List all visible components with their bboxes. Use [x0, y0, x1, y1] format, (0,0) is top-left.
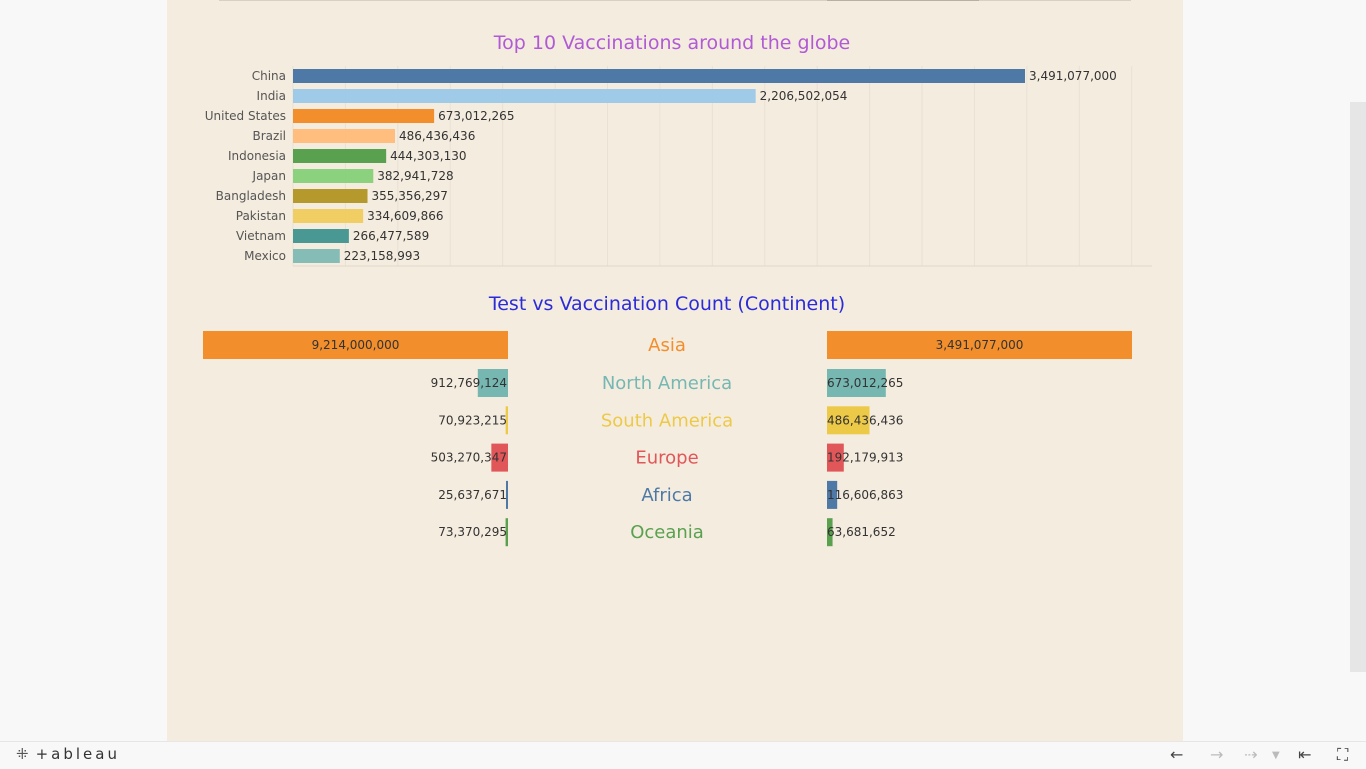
category-label: China	[252, 69, 286, 83]
bar-vaccinations	[827, 518, 833, 547]
bar	[293, 109, 435, 123]
bar-vaccinations	[827, 331, 1132, 359]
bar-vaccinations	[827, 480, 838, 509]
continent-label: Africa	[641, 485, 692, 506]
category-label: United States	[205, 109, 286, 123]
data-label: 486,436,436	[399, 129, 475, 143]
data-label-vaccinations: 3,491,077,000	[936, 338, 1024, 352]
data-label: 223,158,993	[344, 249, 420, 263]
dashboard: Top 10 Vaccinations around the globe Tes…	[167, 0, 1183, 741]
data-label-tests: 70,923,215	[438, 413, 507, 427]
footer-toolbar: ⁜ +ableau ← → ⇢ ▼ ⇤ ⛶	[0, 741, 1366, 769]
data-label-vaccinations: 486,436,436	[827, 413, 903, 427]
category-label: Indonesia	[228, 149, 286, 163]
continent-label: Oceania	[630, 522, 704, 543]
bar-tests	[506, 480, 508, 509]
bar	[293, 249, 340, 263]
fullscreen-icon[interactable]: ⛶	[1337, 745, 1349, 764]
top-axis-line	[219, 0, 1131, 1]
bar-tests	[491, 443, 508, 472]
continent-label: South America	[601, 410, 733, 431]
bar	[293, 209, 364, 223]
data-label: 444,303,130	[390, 149, 466, 163]
bar	[293, 69, 1025, 83]
bar	[293, 89, 756, 103]
chevron-down-icon[interactable]: ▼	[1272, 750, 1280, 761]
chart-title-top10: Top 10 Vaccinations around the globe	[493, 32, 851, 54]
category-label: Japan	[252, 169, 286, 183]
data-label: 673,012,265	[438, 109, 514, 123]
tableau-logo-text: +ableau	[35, 745, 120, 763]
data-label-tests: 9,214,000,000	[312, 338, 400, 352]
category-label: Vietnam	[236, 229, 286, 243]
arrow-left-icon[interactable]: ←	[1170, 745, 1184, 764]
category-label: Brazil	[253, 129, 287, 143]
continent-label: North America	[602, 373, 732, 394]
bar-tests	[505, 406, 508, 435]
data-label: 266,477,589	[353, 229, 429, 243]
data-label: 3,491,077,000	[1029, 69, 1117, 83]
category-label: India	[257, 89, 286, 103]
share-icon[interactable]: ⇢	[1244, 745, 1258, 764]
data-label-vaccinations: 116,606,863	[827, 488, 903, 502]
bar	[293, 189, 368, 203]
tableau-logo[interactable]: ⁜ +ableau	[16, 745, 120, 763]
data-label-vaccinations: 673,012,265	[827, 376, 903, 390]
bar-vaccinations	[827, 406, 870, 435]
bar-vaccinations	[827, 443, 844, 472]
bar	[293, 149, 387, 163]
continent-label: Asia	[648, 335, 686, 356]
data-label: 334,609,866	[367, 209, 443, 223]
bar-tests	[203, 331, 508, 359]
data-label-tests: 912,769,124	[431, 376, 507, 390]
bar	[293, 169, 374, 183]
category-label: Pakistan	[236, 209, 286, 223]
scrollbar-thumb[interactable]	[1350, 102, 1366, 672]
revert-icon[interactable]: ⇤	[1298, 745, 1312, 764]
data-label-tests: 73,370,295	[438, 525, 507, 539]
data-label-tests: 503,270,347	[431, 451, 507, 465]
continent-label: Europe	[635, 448, 698, 469]
data-label: 382,941,728	[377, 169, 453, 183]
charts-canvas: China 3,491,077,000 India 2,206,502,054 Unit…	[203, 66, 1152, 547]
data-label: 355,356,297	[372, 189, 448, 203]
bar	[293, 229, 349, 243]
bar	[293, 129, 395, 143]
data-label-tests: 25,637,671	[438, 488, 507, 502]
data-label-vaccinations: 63,681,652	[827, 525, 896, 539]
data-label-vaccinations: 192,179,913	[827, 451, 903, 465]
bar-tests	[505, 518, 508, 547]
chart-title-continent: Test vs Vaccination Count (Continent)	[488, 293, 846, 315]
bar-vaccinations	[827, 369, 886, 397]
category-label: Mexico	[244, 249, 286, 263]
data-label: 2,206,502,054	[760, 89, 848, 103]
bar-tests	[477, 369, 508, 397]
arrow-right-icon[interactable]: →	[1210, 745, 1224, 764]
scrollbar-track[interactable]	[1350, 0, 1366, 741]
tableau-logo-icon: ⁜	[16, 745, 32, 763]
category-label: Bangladesh	[216, 189, 286, 203]
